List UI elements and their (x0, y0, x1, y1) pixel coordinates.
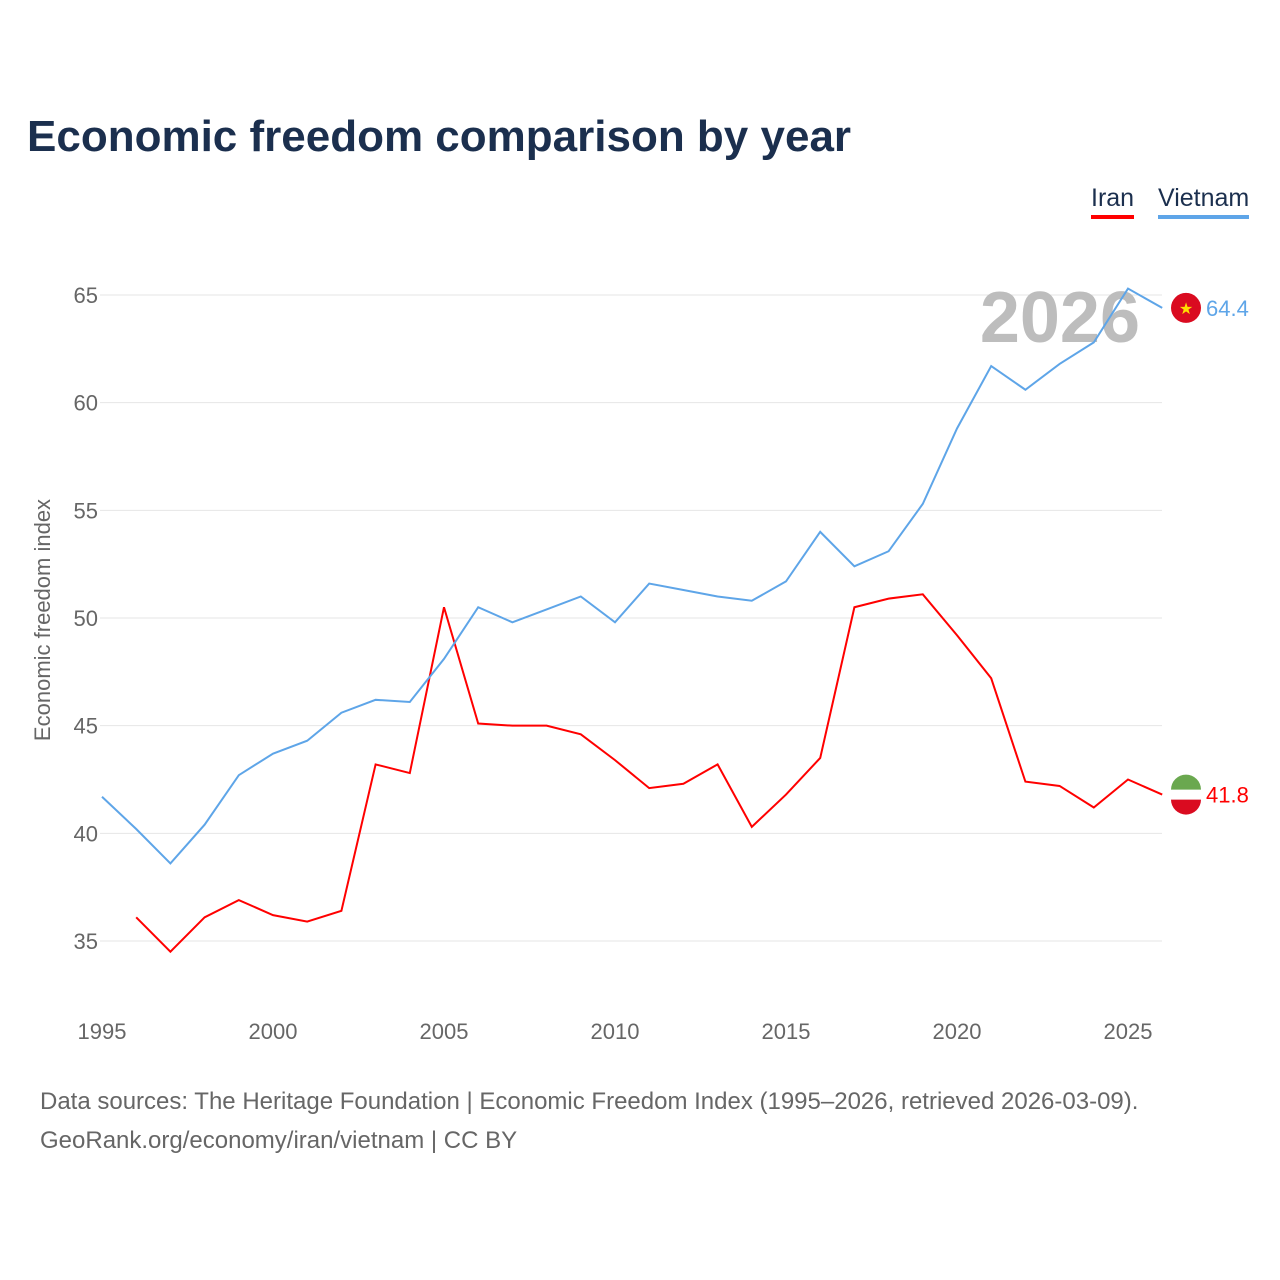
data-source: Data sources: The Heritage Foundation | … (40, 1088, 1139, 1115)
year-watermark: 2026 (980, 278, 1140, 358)
flag-stripe-red (1171, 799, 1201, 815)
end-value-label: 41.8 (1206, 783, 1249, 808)
source-link[interactable]: GeoRank.org/economy/iran/vietnam | CC BY (40, 1127, 518, 1154)
x-tick-label: 1995 (78, 1019, 127, 1044)
y-tick-label: 40 (74, 821, 98, 846)
series-line-vietnam (101, 287, 1163, 865)
y-tick-label: 60 (74, 391, 98, 416)
x-tick-label: 2020 (933, 1019, 982, 1044)
x-tick-label: 2000 (249, 1019, 298, 1044)
y-tick-label: 35 (74, 929, 98, 954)
chart-title: Economic freedom comparison by year (27, 112, 852, 161)
y-tick-label: 50 (74, 606, 98, 631)
flag-icon-vietnam (1171, 292, 1201, 323)
y-axis-label: Economic freedom index (30, 499, 55, 741)
series-line-iran (135, 593, 1163, 954)
x-tick-label: 2015 (762, 1019, 811, 1044)
legend-vietnam[interactable]: Vietnam (1158, 184, 1250, 219)
y-tick-label: 45 (74, 714, 98, 739)
end-value-label: 64.4 (1206, 296, 1249, 321)
y-tick-label: 55 (74, 498, 98, 523)
flag-star: ★ (1179, 301, 1193, 318)
x-tick-label: 2010 (591, 1019, 640, 1044)
legend-iran[interactable]: Iran (1091, 184, 1135, 219)
x-tick-label: 2025 (1104, 1019, 1153, 1044)
y-tick-label: 65 (74, 283, 98, 308)
flag-stripe-green (1171, 774, 1201, 790)
x-tick-label: 2005 (420, 1019, 469, 1044)
